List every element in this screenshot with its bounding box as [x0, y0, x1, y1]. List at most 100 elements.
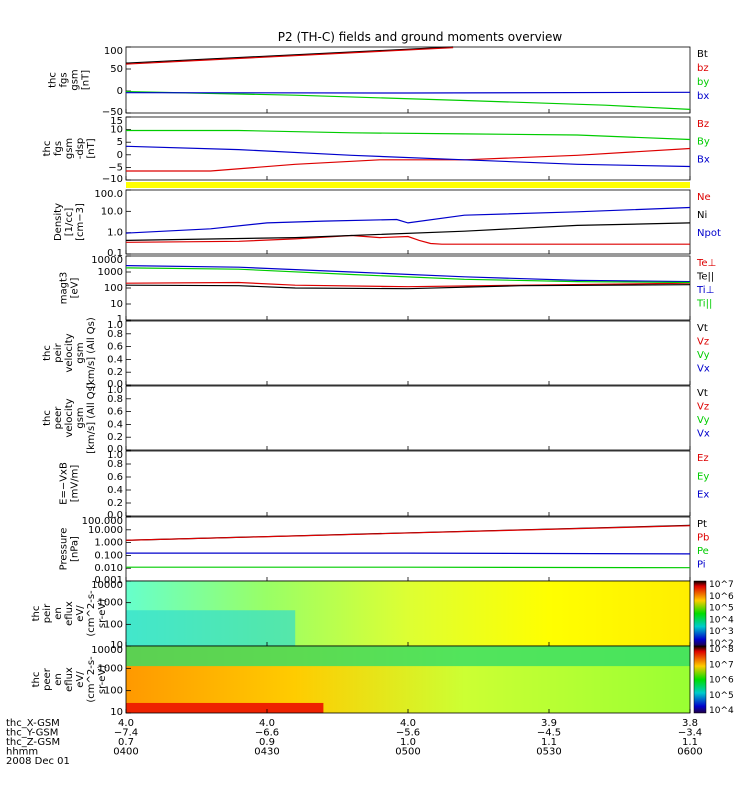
- x-row-label: thc_Z-GSM: [6, 737, 60, 748]
- legend-entry: Bx: [697, 154, 710, 165]
- panel-frame: [125, 516, 691, 582]
- y-tick-label: 10000: [91, 580, 123, 591]
- plot-title: P2 (TH-C) fields and ground moments over…: [278, 30, 563, 44]
- legend-entry: Bz: [697, 119, 709, 130]
- y-tick-label: 0.6: [107, 342, 123, 353]
- legend-entry: Vz: [697, 402, 709, 413]
- y-tick-label: 10: [110, 299, 123, 310]
- y-tick-label: 0.001: [94, 575, 123, 586]
- colorbar-label: 10^7: [709, 580, 734, 590]
- y-tick-label: 1: [117, 314, 123, 325]
- y-axis-label: sr-eV): [97, 599, 108, 628]
- panel-peir_eflux: thc peir en eflux eV/(cm^2-s-sr-eV) 10^7 10^6 1…: [31, 580, 734, 651]
- y-axis-label: [cm−3]: [75, 203, 86, 241]
- series-Pe: [126, 566, 691, 569]
- y-axis-label: E=−VxB: [59, 462, 70, 505]
- y-tick-label: 100: [104, 46, 123, 57]
- status-bar: [126, 182, 690, 188]
- y-tick-label: 0.2: [107, 432, 123, 443]
- y-tick-label: 1000: [98, 598, 123, 609]
- legend-entry: Ti⊥: [696, 285, 714, 296]
- panel-density: Density [1/cc] [cm−3] 100.0 10.0 1.0 0.1 Ne Ni Np…: [53, 189, 721, 259]
- y-axis-label: peer: [53, 406, 64, 430]
- y-axis-label: gsm: [70, 69, 81, 90]
- spectrogram-band: [126, 610, 296, 646]
- y-tick-label: −5: [108, 162, 123, 173]
- legend-entry: Pt: [697, 519, 707, 530]
- y-axis-label: [km/s] (All Qs): [86, 317, 97, 389]
- x-row-value: 3.8: [682, 718, 698, 729]
- legend-entry: by: [697, 77, 709, 88]
- y-tick-label: 10: [110, 125, 123, 136]
- x-row-value: 0500: [395, 747, 420, 758]
- y-axis-label: velocity: [64, 333, 75, 372]
- y-axis-label: eV/: [75, 605, 86, 622]
- x-row-value: 4.0: [259, 718, 275, 729]
- y-axis-label: (cm^2-s-: [86, 656, 97, 703]
- x-row-value: −6.6: [255, 728, 279, 739]
- legend-entry: Vt: [697, 388, 708, 399]
- series-Pi: [126, 552, 691, 555]
- y-axis-label: magt3: [59, 272, 70, 305]
- y-axis-label: en: [53, 607, 64, 620]
- legend-entry: Ex: [697, 490, 709, 501]
- colorbar-label: 10^3: [709, 627, 734, 637]
- y-tick-label: 0.6: [107, 407, 123, 418]
- series-bx: [125, 91, 691, 94]
- x-row-value: −3.4: [678, 728, 702, 739]
- y-tick-label: 0.2: [107, 498, 123, 509]
- y-axis-label: eflux: [64, 667, 75, 692]
- y-tick-label: 10000: [91, 645, 123, 656]
- y-axis-label: thc: [42, 345, 53, 361]
- series-by: [125, 91, 691, 110]
- colorbar-label: 10^5: [709, 691, 734, 701]
- y-tick-label: 1.0: [107, 450, 123, 461]
- series-Ti||: [125, 267, 691, 284]
- y-tick-label: 10000: [91, 255, 123, 266]
- y-tick-label: 1.0: [107, 320, 123, 331]
- series-By: [126, 129, 691, 141]
- panel-frame: [125, 320, 691, 386]
- y-axis-label: thc: [31, 606, 42, 622]
- x-axis-annotation: thc_X-GSM 4.0 4.0 4.0 3.9 3.8 thc_Y-GSM −7.4 −6.…: [6, 718, 703, 767]
- panel-peer_eflux: thc peer en eflux eV/(cm^2-s-sr-eV) 10^8 10^7 1…: [31, 645, 734, 718]
- y-tick-label: 1000: [98, 267, 123, 278]
- legend-entry: Ez: [697, 453, 709, 464]
- series-Te||: [125, 284, 691, 290]
- panel-peer_velocity: thc peer velocity gsm [km/s] (All Qs) 1.00.8 0…: [42, 382, 710, 455]
- y-axis-label: [eV]: [70, 278, 81, 299]
- series-Bz: [126, 147, 691, 172]
- y-tick-label: 0.6: [107, 472, 123, 483]
- colorbar-label: 10^6: [709, 676, 734, 686]
- y-axis-label: fgs: [53, 141, 64, 156]
- x-row-value: −5.6: [396, 728, 420, 739]
- legend-entry: Vy: [697, 415, 710, 426]
- y-tick-label: 0.1: [107, 248, 123, 259]
- legend-entry: bx: [697, 91, 709, 102]
- y-tick-label: 100.000: [82, 516, 123, 527]
- y-axis-label: eV/: [75, 671, 86, 688]
- y-axis-label: thc: [48, 72, 59, 88]
- x-row-value: 4.0: [400, 718, 416, 729]
- y-axis-label: gsm: [75, 342, 86, 363]
- y-tick-label: 10: [110, 707, 123, 718]
- series-Bt: [125, 46, 454, 64]
- legend-entry: Npot: [697, 228, 721, 239]
- y-tick-label: 0.4: [107, 485, 123, 496]
- y-tick-label: 50: [110, 64, 123, 75]
- y-tick-label: 10.0: [101, 206, 123, 217]
- y-tick-label: −50: [102, 107, 123, 118]
- y-axis-label: [nPa]: [70, 536, 81, 562]
- series-Ne: [125, 234, 690, 245]
- y-tick-label: 100: [104, 686, 123, 697]
- y-tick-label: 10: [110, 640, 123, 651]
- y-tick-label: 5: [117, 137, 123, 148]
- x-row-value: 3.9: [541, 718, 557, 729]
- y-axis-label: Density: [53, 203, 64, 241]
- y-axis-label: fgs: [59, 72, 70, 87]
- colorbar: [693, 645, 707, 714]
- y-axis-label: [km/s] (All Qs): [86, 382, 97, 454]
